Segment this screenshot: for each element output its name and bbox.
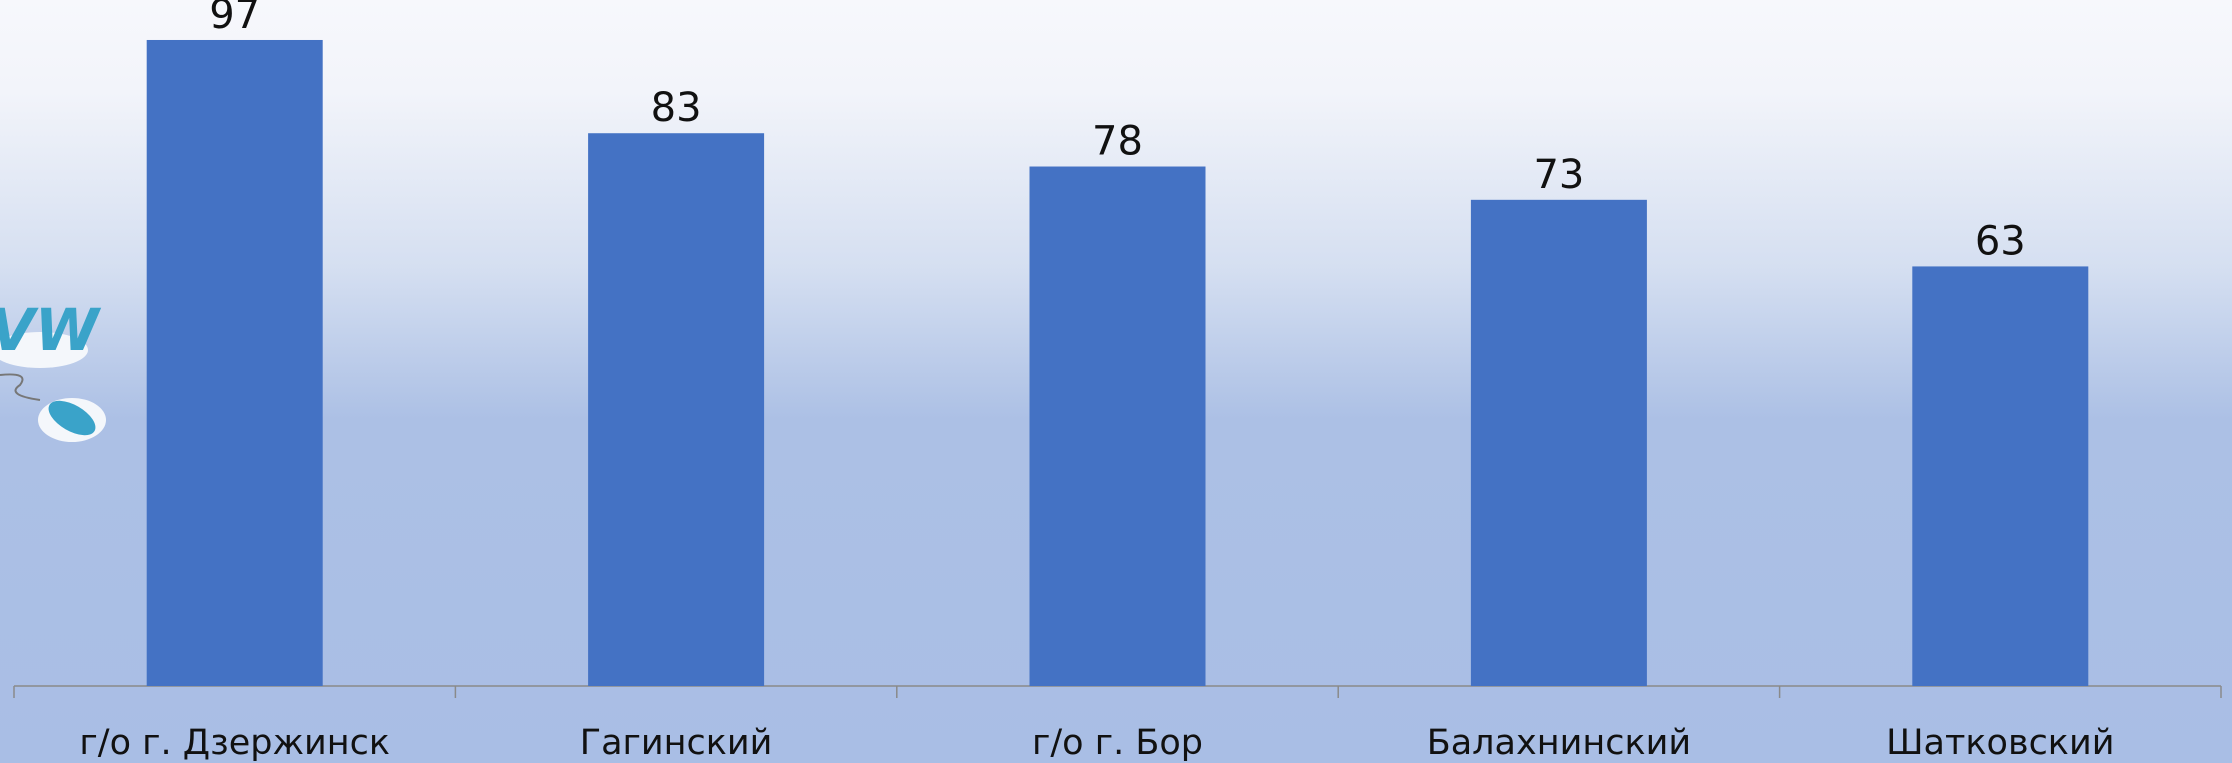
x-tick-label: Балахнинский: [1427, 723, 1691, 763]
x-tick-label: Шатковский: [1886, 723, 2114, 763]
www-mouse-icon: VW: [0, 296, 106, 442]
x-tick-label: г/о г. Дзержинск: [79, 723, 390, 763]
plot-area: 97 г/о г. Дзержинск 83 Гагинский 78 г/о г. Бо…: [13, 0, 2222, 763]
bar: [146, 39, 323, 687]
bar: [1029, 166, 1206, 686]
x-tick-label: г/о г. Бор: [1032, 723, 1203, 763]
data-label: 83: [651, 85, 702, 131]
bar: [1912, 266, 2089, 686]
data-label: 63: [1975, 218, 2026, 264]
data-label: 78: [1092, 119, 1143, 165]
bar: [1470, 199, 1647, 686]
x-tick-label: Гагинский: [580, 723, 773, 763]
svg-text:VW: VW: [0, 296, 102, 364]
data-label: 97: [209, 0, 260, 38]
data-label: 73: [1533, 152, 1584, 198]
bar: [588, 133, 765, 687]
